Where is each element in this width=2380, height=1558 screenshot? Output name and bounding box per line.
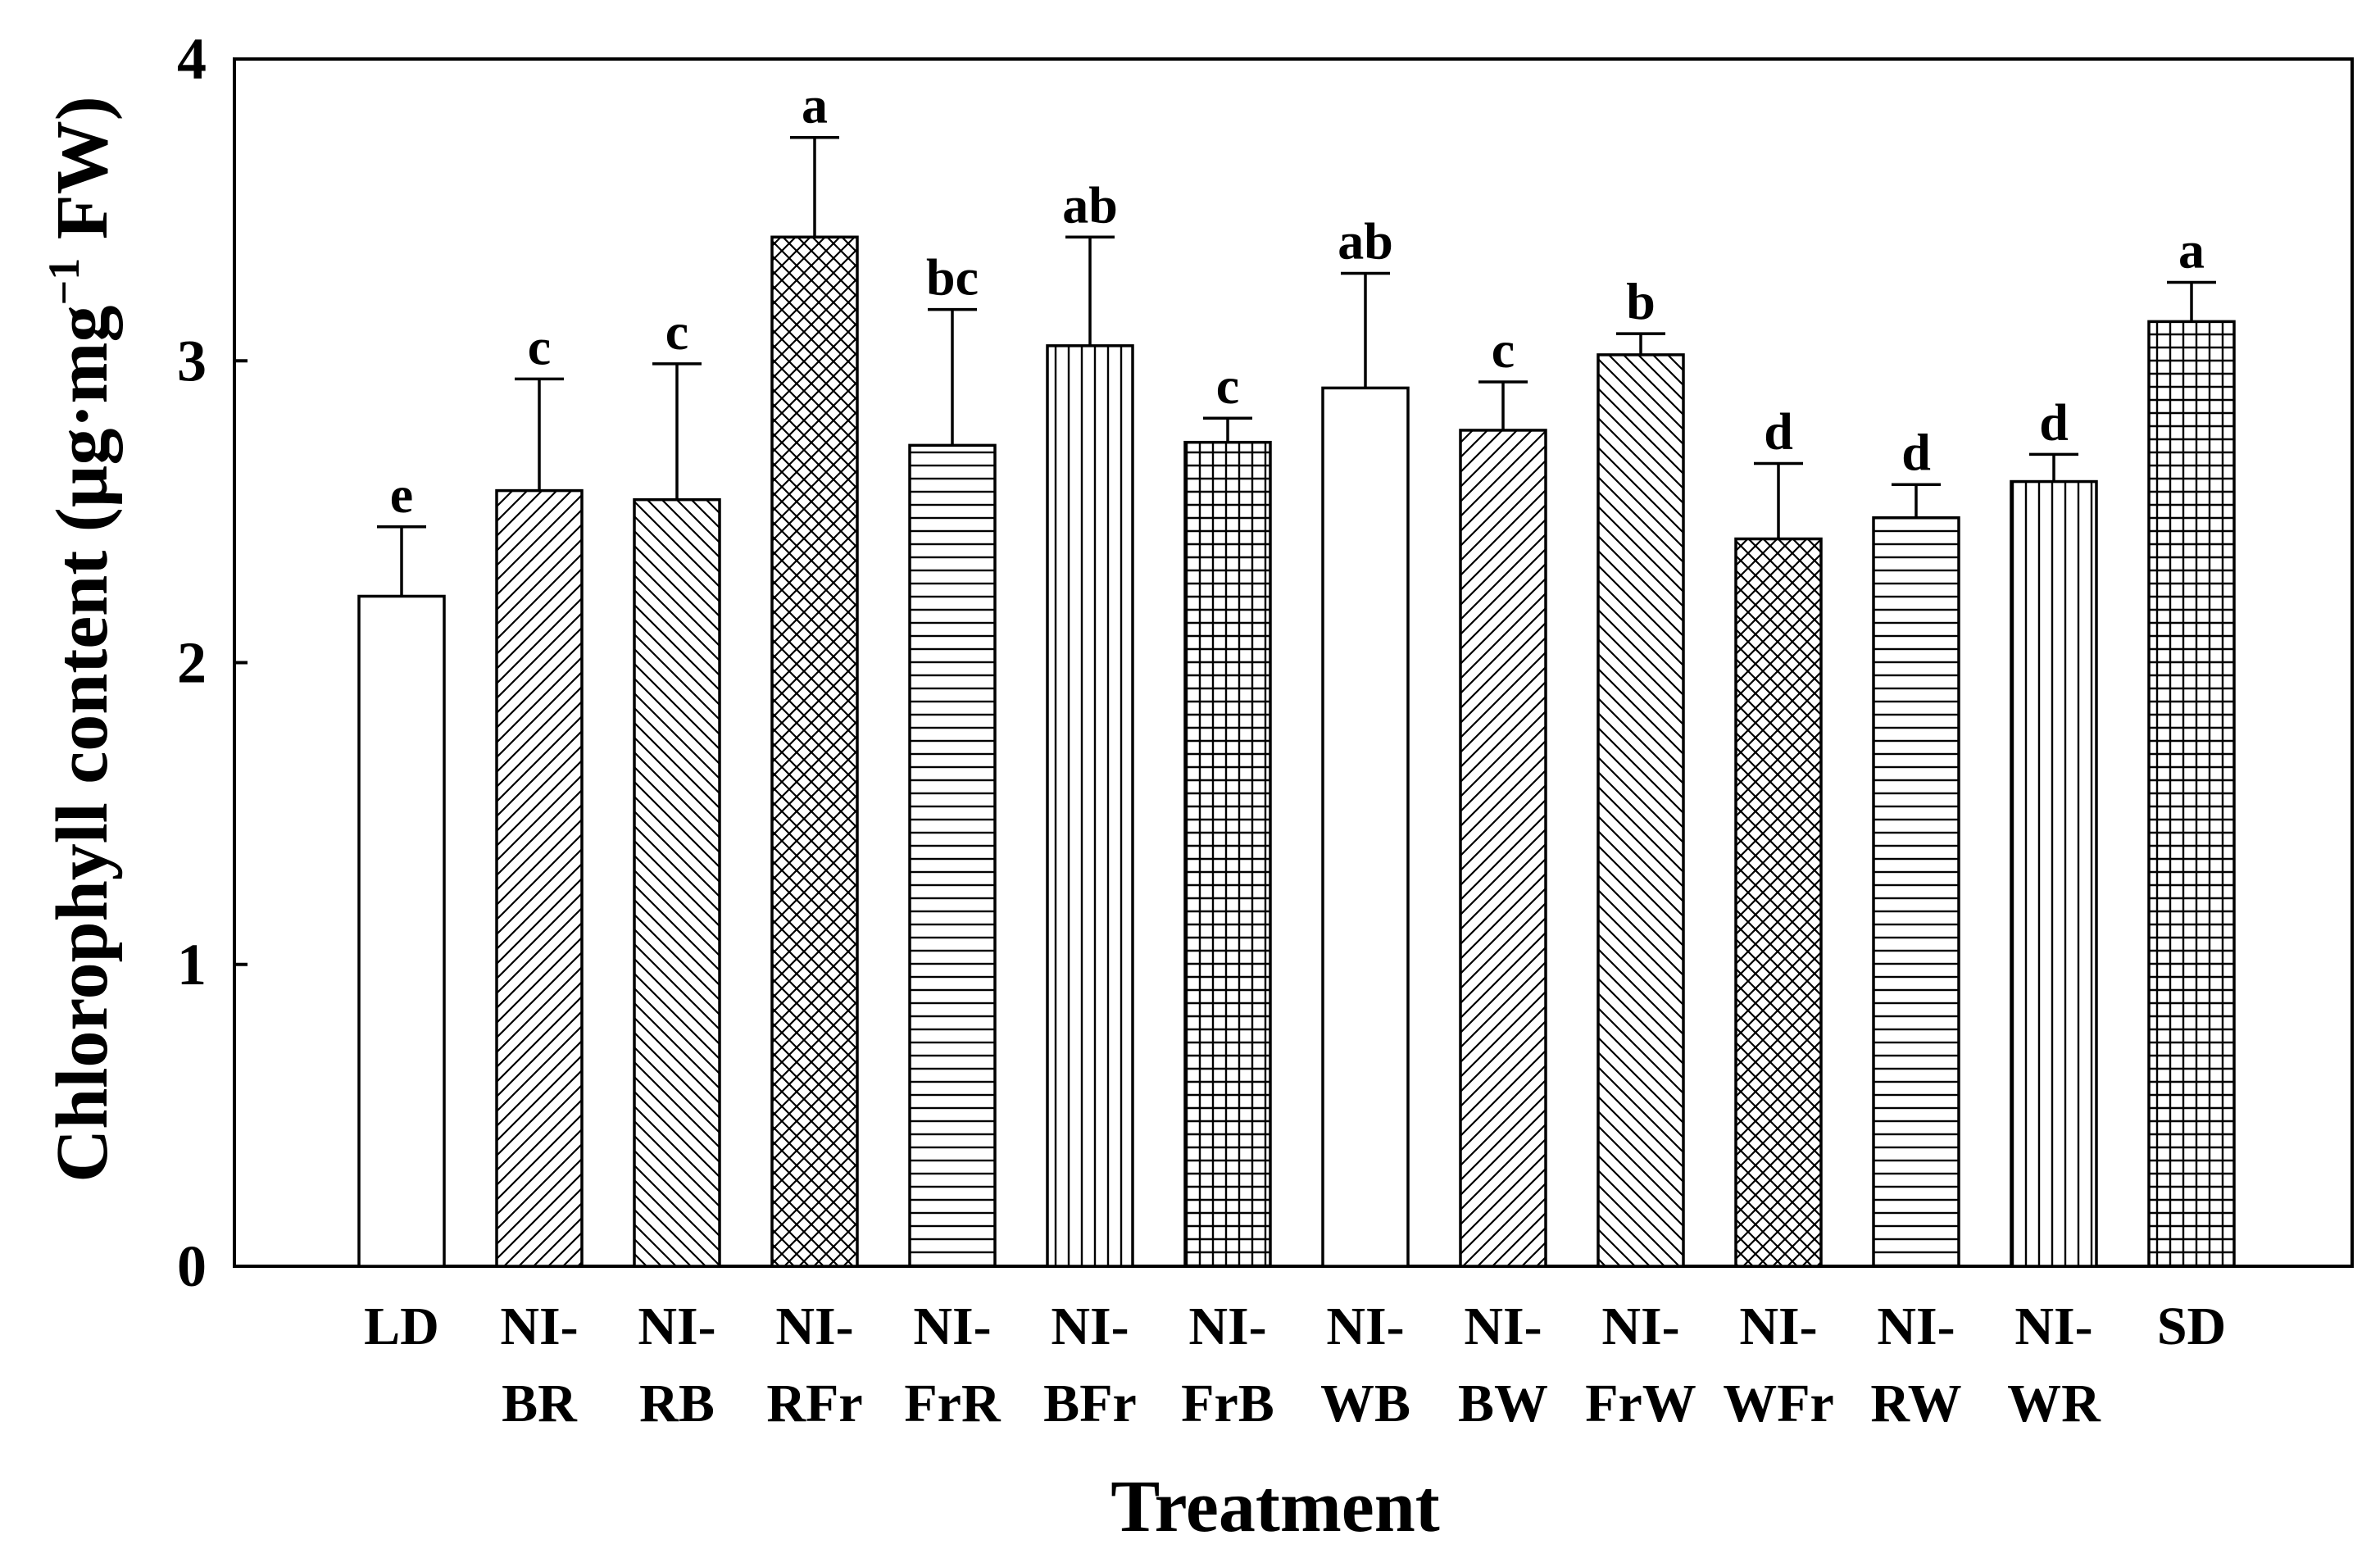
category-label-2-line1: NI-	[638, 1297, 715, 1356]
y-axis-title: Chlorophyll content (µg·mg−1 FW)	[39, 96, 123, 1182]
bar-3	[770, 235, 859, 1268]
bar-10	[1734, 537, 1823, 1268]
category-label-5-line1: NI-	[1051, 1297, 1129, 1356]
category-label-1-line2: BR	[502, 1374, 578, 1433]
bar-0	[357, 594, 446, 1268]
category-label-12-line2: WR	[2007, 1374, 2101, 1433]
significance-label-1: c	[528, 317, 551, 375]
y-tick-label-1: 1	[177, 932, 207, 997]
category-label-10-line2: WFr	[1723, 1374, 1834, 1433]
x-axis-title: Treatment	[1111, 1466, 1440, 1547]
category-label-3-line1: NI-	[775, 1297, 853, 1356]
y-tick-label-2: 2	[177, 630, 207, 696]
significance-label-6: c	[1216, 357, 1239, 415]
category-label-3-line2: RFr	[766, 1374, 862, 1433]
significance-label-0: e	[390, 466, 413, 524]
category-label-13-line1: SD	[2157, 1297, 2226, 1356]
significance-label-5: ab	[1062, 175, 1118, 234]
bar-9	[1597, 353, 1685, 1268]
bar-12	[2010, 479, 2098, 1268]
category-label-4-line2: FrR	[904, 1374, 1002, 1433]
bar-4	[908, 443, 997, 1268]
category-label-0-line1: LD	[364, 1297, 439, 1356]
category-label-1-line1: NI-	[500, 1297, 578, 1356]
bar-7	[1321, 386, 1410, 1268]
category-label-2-line2: RB	[639, 1374, 715, 1433]
significance-label-7: ab	[1338, 211, 1393, 270]
category-label-9-line1: NI-	[1601, 1297, 1679, 1356]
axis-layer: 0 1 2 3 4	[177, 26, 2354, 1299]
category-label-11-line1: NI-	[1877, 1297, 1955, 1356]
significance-label-13: a	[2178, 221, 2205, 279]
category-label-7-line2: WB	[1320, 1374, 1410, 1433]
bar-2	[633, 497, 721, 1268]
y-tick-label-4: 4	[177, 26, 207, 92]
bar-1	[495, 488, 584, 1268]
bar-11	[1872, 516, 1960, 1268]
category-label-8-line1: NI-	[1464, 1297, 1542, 1356]
significance-label-11: d	[1901, 423, 1931, 481]
significance-label-3: a	[802, 76, 828, 134]
category-label-9-line2: FrW	[1585, 1374, 1696, 1433]
y-axis-title-sup: −1	[39, 258, 89, 306]
category-label-7-line1: NI-	[1326, 1297, 1404, 1356]
significance-label-12: d	[2039, 393, 2069, 451]
y-tick-label-0: 0	[177, 1233, 207, 1299]
category-label-12-line1: NI-	[2014, 1297, 2092, 1356]
category-label-10-line1: NI-	[1739, 1297, 1817, 1356]
bar-13	[2147, 320, 2236, 1268]
labels-layer: eLDcNI-BRcNI-RBaNI-RFrbcNI-FrRabNI-BFrcN…	[364, 76, 2226, 1433]
y-tick-label-3: 3	[177, 328, 207, 393]
bar-6	[1183, 440, 1272, 1268]
significance-label-8: c	[1492, 320, 1515, 379]
bars-layer	[357, 135, 2236, 1268]
significance-label-9: b	[1626, 272, 1656, 330]
y-axis-title-prefix: Chlorophyll content (µg·mg	[42, 305, 123, 1182]
significance-label-4: bc	[926, 248, 979, 307]
category-label-11-line2: RW	[1870, 1374, 1961, 1433]
y-axis-title-suffix: FW)	[42, 96, 123, 257]
significance-label-2: c	[665, 302, 688, 361]
category-label-8-line2: BW	[1458, 1374, 1548, 1433]
bar-5	[1046, 344, 1134, 1268]
category-label-6-line2: FrB	[1181, 1374, 1274, 1433]
category-label-6-line1: NI-	[1188, 1297, 1266, 1356]
significance-label-10: d	[1764, 402, 1793, 460]
category-label-4-line1: NI-	[913, 1297, 991, 1356]
category-label-5-line2: BFr	[1043, 1374, 1137, 1433]
bar-8	[1459, 429, 1547, 1268]
